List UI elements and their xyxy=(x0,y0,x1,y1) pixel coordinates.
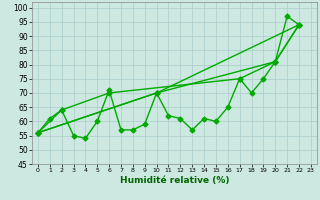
X-axis label: Humidité relative (%): Humidité relative (%) xyxy=(120,176,229,185)
